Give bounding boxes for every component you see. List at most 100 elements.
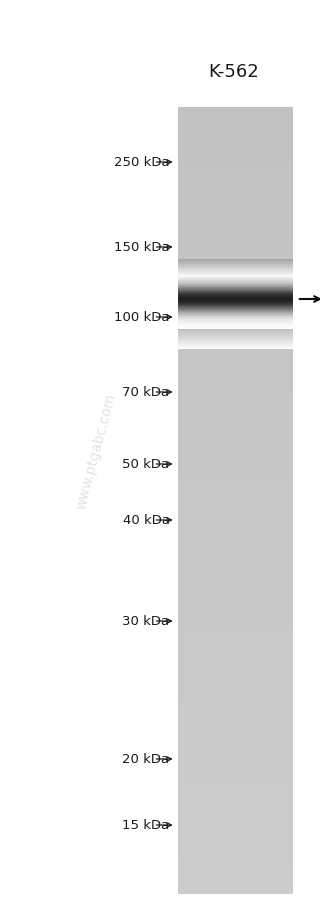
Bar bbox=[178, 851, 293, 855]
Bar bbox=[178, 407, 293, 410]
Bar bbox=[178, 143, 293, 147]
Bar bbox=[178, 725, 293, 729]
Bar bbox=[178, 686, 293, 690]
Bar bbox=[178, 769, 293, 772]
Bar bbox=[178, 760, 293, 764]
Bar bbox=[178, 132, 293, 135]
Bar bbox=[178, 879, 293, 882]
Text: 100 kDa: 100 kDa bbox=[114, 311, 170, 324]
Bar bbox=[178, 108, 293, 112]
Bar bbox=[178, 529, 293, 532]
Bar bbox=[178, 364, 293, 367]
Bar bbox=[178, 835, 293, 839]
Bar bbox=[178, 139, 293, 143]
Bar bbox=[178, 697, 293, 702]
Bar bbox=[178, 627, 293, 630]
Text: K-562: K-562 bbox=[208, 63, 259, 81]
Bar bbox=[178, 155, 293, 159]
Bar bbox=[178, 890, 293, 894]
Bar bbox=[178, 124, 293, 127]
Text: 150 kDa: 150 kDa bbox=[114, 241, 170, 254]
Bar bbox=[178, 827, 293, 831]
Text: 30 kDa: 30 kDa bbox=[123, 615, 170, 628]
Bar bbox=[178, 387, 293, 391]
Bar bbox=[178, 619, 293, 622]
Bar bbox=[178, 170, 293, 175]
Bar bbox=[178, 367, 293, 372]
Bar bbox=[178, 395, 293, 399]
Bar bbox=[178, 650, 293, 654]
Bar bbox=[178, 512, 293, 517]
Bar bbox=[178, 332, 293, 336]
Bar bbox=[178, 328, 293, 332]
Bar bbox=[178, 517, 293, 520]
Bar bbox=[178, 749, 293, 752]
Bar bbox=[178, 603, 293, 607]
Bar bbox=[178, 647, 293, 650]
Bar bbox=[178, 422, 293, 427]
Bar bbox=[178, 635, 293, 639]
Bar bbox=[178, 702, 293, 705]
Bar bbox=[178, 230, 293, 234]
Bar bbox=[178, 839, 293, 842]
Bar bbox=[178, 639, 293, 642]
Bar bbox=[178, 548, 293, 552]
Bar bbox=[178, 489, 293, 493]
Bar bbox=[178, 867, 293, 870]
Bar bbox=[178, 819, 293, 824]
Bar bbox=[178, 214, 293, 218]
Bar bbox=[178, 127, 293, 132]
Bar bbox=[178, 847, 293, 851]
Bar bbox=[178, 242, 293, 245]
Bar bbox=[178, 540, 293, 544]
Bar bbox=[178, 493, 293, 497]
Bar bbox=[178, 552, 293, 556]
Bar bbox=[178, 595, 293, 599]
Bar bbox=[178, 630, 293, 635]
Bar bbox=[178, 737, 293, 741]
Bar bbox=[178, 245, 293, 249]
Bar bbox=[178, 375, 293, 379]
Bar bbox=[178, 257, 293, 262]
Bar bbox=[178, 815, 293, 819]
Bar bbox=[178, 297, 293, 300]
Bar bbox=[178, 580, 293, 584]
Bar bbox=[178, 438, 293, 442]
Bar bbox=[178, 824, 293, 827]
Bar bbox=[178, 147, 293, 152]
Bar bbox=[178, 662, 293, 666]
Bar bbox=[178, 729, 293, 732]
Text: 15 kDa: 15 kDa bbox=[122, 819, 170, 832]
Bar bbox=[178, 265, 293, 269]
Bar bbox=[178, 450, 293, 454]
Bar bbox=[178, 575, 293, 580]
Bar bbox=[178, 304, 293, 308]
Bar bbox=[178, 670, 293, 674]
Bar bbox=[178, 277, 293, 281]
Bar bbox=[178, 757, 293, 760]
Bar bbox=[178, 677, 293, 682]
Bar bbox=[178, 615, 293, 619]
Bar bbox=[178, 592, 293, 595]
Bar bbox=[178, 442, 293, 446]
Bar bbox=[178, 269, 293, 273]
Bar bbox=[178, 163, 293, 167]
Bar bbox=[178, 187, 293, 190]
Bar bbox=[178, 859, 293, 862]
Text: 40 kDa: 40 kDa bbox=[123, 514, 170, 527]
Bar bbox=[178, 379, 293, 383]
Bar bbox=[178, 690, 293, 694]
Bar bbox=[178, 587, 293, 592]
Bar bbox=[178, 237, 293, 242]
Bar bbox=[178, 289, 293, 292]
Bar bbox=[178, 831, 293, 835]
Text: 20 kDa: 20 kDa bbox=[123, 752, 170, 766]
Bar bbox=[178, 764, 293, 769]
Bar bbox=[178, 658, 293, 662]
Bar bbox=[178, 352, 293, 355]
Bar bbox=[178, 855, 293, 859]
Bar bbox=[178, 560, 293, 564]
Bar bbox=[178, 544, 293, 548]
Bar bbox=[178, 115, 293, 120]
Bar bbox=[178, 308, 293, 312]
